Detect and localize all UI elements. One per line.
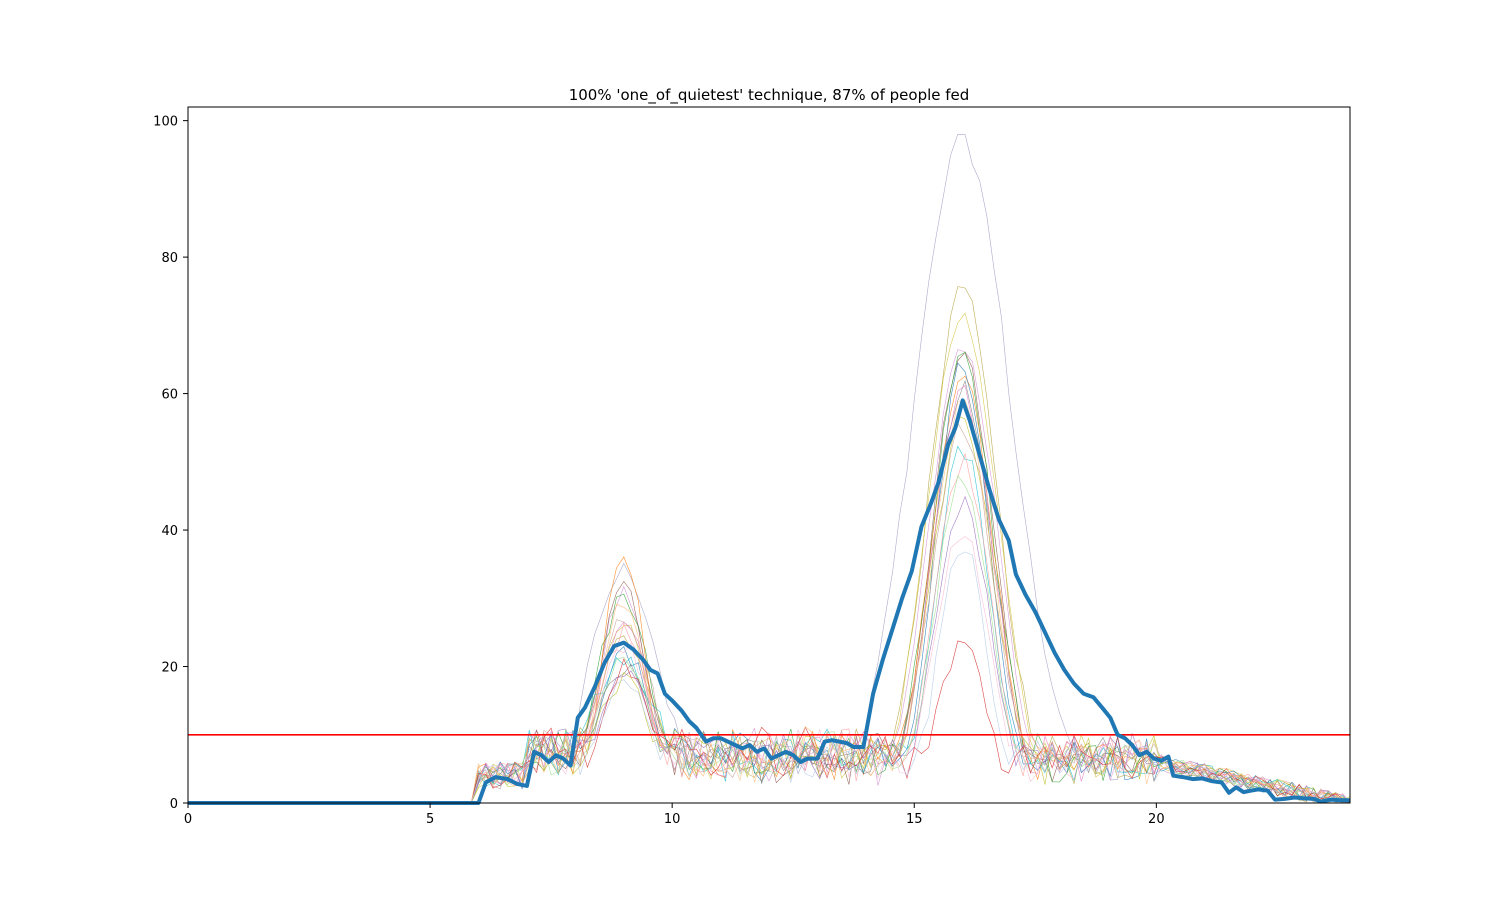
sample-series-1 <box>188 133 1351 804</box>
y-tick-label: 20 <box>161 661 178 676</box>
x-tick-label: 10 <box>664 812 681 827</box>
y-tick-label: 40 <box>161 524 178 539</box>
y-tick-label: 60 <box>161 388 178 403</box>
sample-series-19 <box>188 551 1350 804</box>
sample-series-10 <box>188 379 1351 804</box>
sample-series-20 <box>188 399 1351 804</box>
y-tick-label: 80 <box>161 251 178 266</box>
mean-series-group <box>188 398 1350 805</box>
sample-series-9 <box>188 445 1351 804</box>
sample-series-8 <box>188 362 1351 804</box>
x-tick-label: 0 <box>184 812 192 827</box>
y-tick-label: 100 <box>153 115 178 130</box>
y-tick-label: 0 <box>170 797 178 812</box>
x-tick-label: 20 <box>1148 812 1165 827</box>
sample-series-12 <box>188 384 1351 804</box>
chart-title: 100% 'one_of_quietest' technique, 87% of… <box>569 86 970 105</box>
sample-series-3 <box>188 312 1351 804</box>
x-tick-label: 15 <box>906 812 923 827</box>
sample-series-2 <box>188 286 1351 804</box>
sample-series-18 <box>188 640 1351 804</box>
mean-series-line <box>188 398 1350 805</box>
plot-frame <box>187 106 1351 804</box>
sample-series-group <box>188 133 1351 804</box>
x-tick-label: 5 <box>426 812 434 827</box>
sample-series-7 <box>188 375 1351 804</box>
axes-group: 0 5 10 15 20 0 20 40 60 80 100 <box>153 106 1351 827</box>
